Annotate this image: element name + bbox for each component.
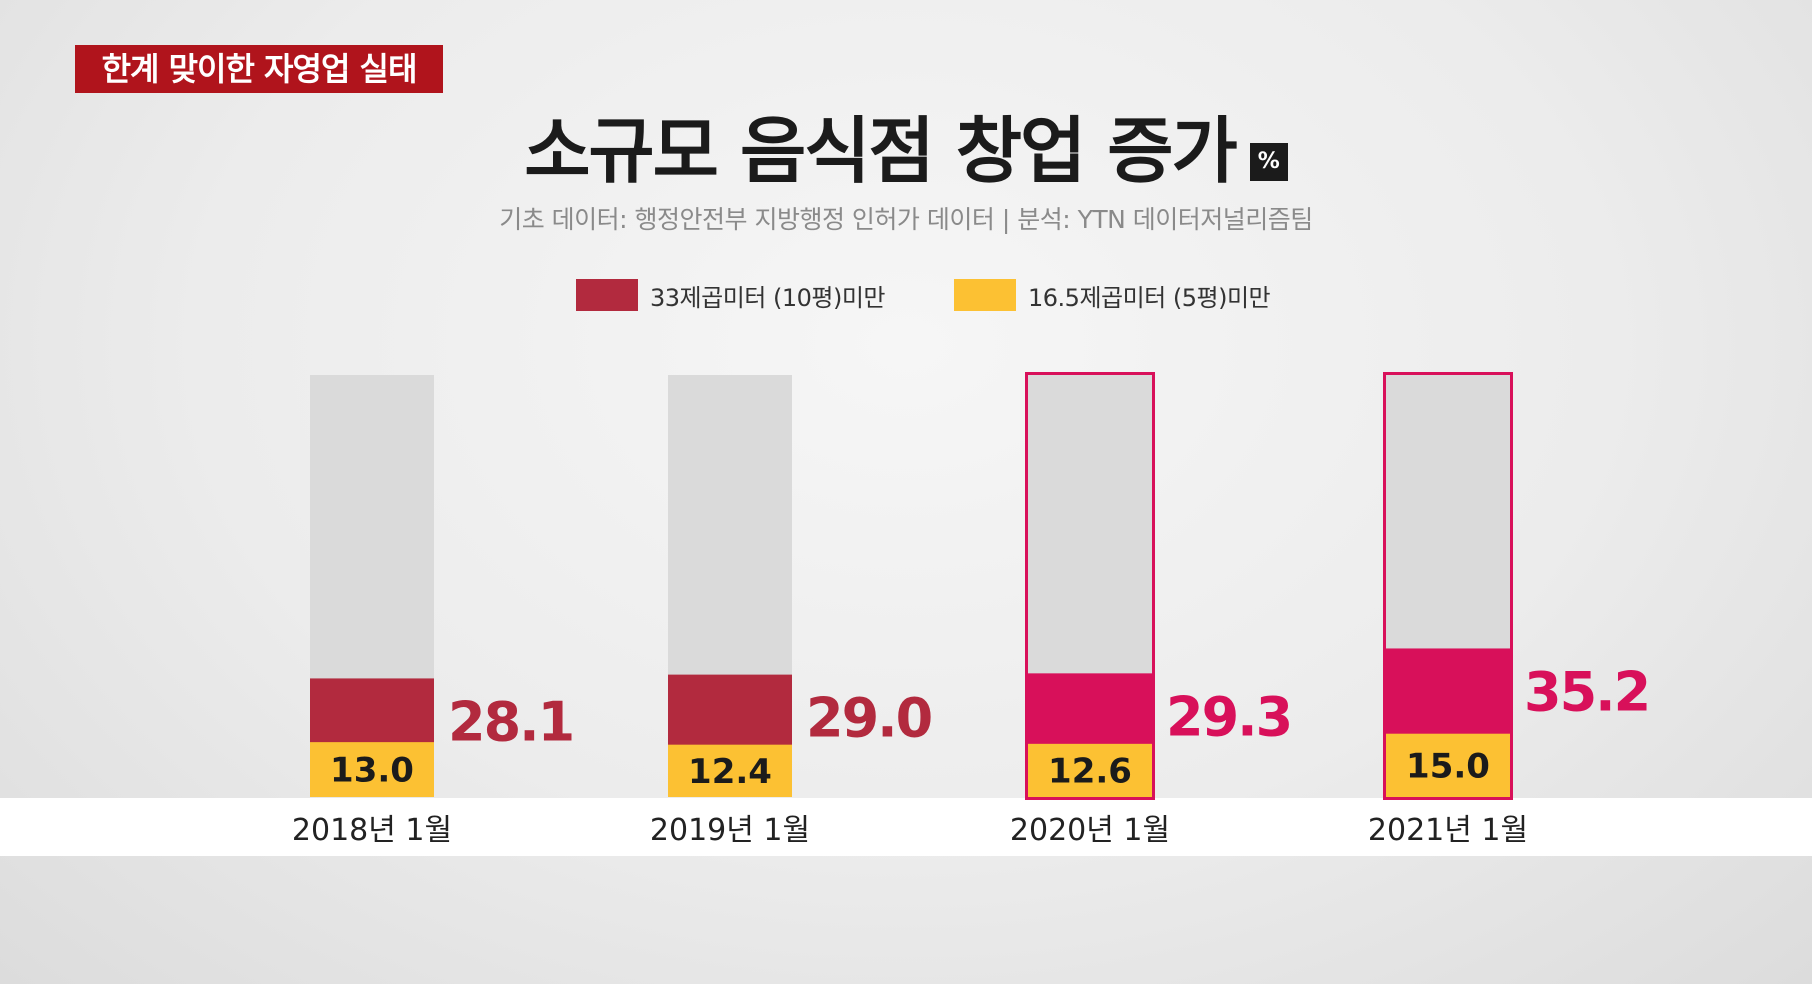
legend-label-33: 33제곱미터 (10평)미만	[650, 283, 886, 312]
section-badge: 한계 맞이한 자영업 실태	[75, 45, 443, 93]
value-label-16-5sqm-4: 15.0	[1406, 746, 1490, 786]
legend-item-16-5: 16.5제곱미터 (5평)미만	[954, 278, 1271, 312]
x-tick-label-4: 2021년 1월	[1368, 813, 1528, 848]
bar-highlight-outline-3	[1025, 372, 1155, 800]
value-label-16-5sqm-3: 12.6	[1048, 751, 1132, 791]
source-note: 기초 데이터: 행정안전부 지방행정 인허가 데이터 | 분석: YTN 데이터…	[499, 205, 1313, 234]
x-tick-label-3: 2020년 1월	[1010, 813, 1170, 848]
legend-swatch-red	[576, 279, 638, 311]
value-label-33sqm-2: 29.0	[806, 687, 931, 750]
chart-title: 소규모 음식점 창업 증가	[524, 109, 1238, 193]
value-label-33sqm-4: 35.2	[1524, 660, 1649, 723]
bar-16-5sqm-4	[1386, 733, 1510, 797]
value-label-33sqm-3: 29.3	[1166, 685, 1291, 748]
baseline-band	[0, 798, 1812, 856]
bar-16-5sqm-2	[668, 744, 792, 797]
value-label-33sqm-1: 28.1	[448, 690, 573, 753]
unit-badge: %	[1249, 142, 1288, 181]
legend-item-33: 33제곱미터 (10평)미만	[576, 278, 886, 312]
legend-label-16-5: 16.5제곱미터 (5평)미만	[1028, 283, 1271, 312]
legend-swatch-yellow	[954, 279, 1016, 311]
bar-highlight-outline-4	[1383, 372, 1513, 800]
value-label-16-5sqm-2: 12.4	[688, 752, 772, 792]
x-tick-label-2: 2019년 1월	[650, 813, 810, 848]
bar-16-5sqm-3	[1028, 743, 1152, 797]
value-label-16-5sqm-1: 13.0	[330, 751, 414, 791]
title-area: 소규모 음식점 창업 증가%	[0, 92, 1812, 197]
bar-16-5sqm-1	[310, 742, 434, 797]
x-tick-label-1: 2018년 1월	[292, 813, 452, 848]
